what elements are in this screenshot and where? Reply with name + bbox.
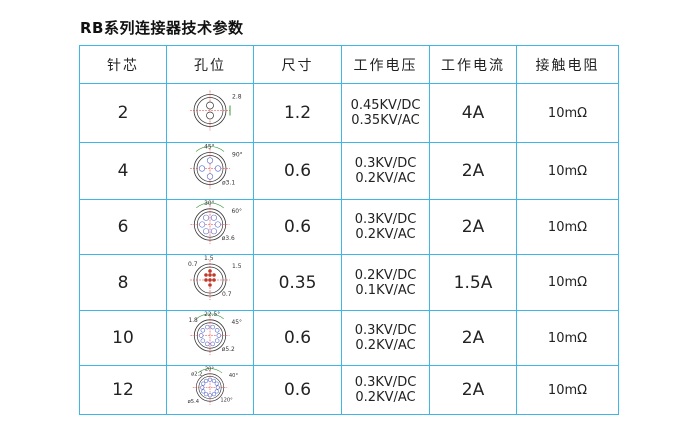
table-row: 4 90° 45° ø3.1 0.6 0.3KV/DC 0.2KV/AC 2A 10mΩ	[79, 142, 619, 200]
voltage-ac: 0.2KV/AC	[355, 338, 416, 353]
voltage-dc: 0.2KV/DC	[354, 267, 417, 283]
voltage-cell: 0.2KV/DC 0.1KV/AC	[341, 254, 430, 311]
header-resistance: 接触电阻	[516, 45, 619, 84]
voltage-dc: 0.3KV/DC	[354, 375, 417, 390]
resistance-cell: 10mΩ	[516, 365, 619, 415]
voltage-cell: 0.3KV/DC 0.2KV/AC	[341, 310, 430, 366]
voltage-cell: 0.45KV/DC 0.35KV/AC	[341, 83, 430, 143]
dimension-label: 20°	[205, 366, 215, 372]
header-row: 针芯 孔位 尺寸 工作电压 工作电流 接触电阻	[79, 45, 619, 84]
dimension-label: 0.7	[222, 291, 232, 298]
voltage-dc: 0.3KV/DC	[354, 212, 417, 227]
header-voltage: 工作电压	[341, 45, 430, 84]
dimension-label: ø2.2	[191, 371, 202, 377]
dimension-label: 22.5°	[204, 312, 220, 318]
dimension-label: 120°	[220, 397, 233, 403]
dimension-label: ø3.6	[222, 236, 235, 242]
pins-cell: 12	[79, 365, 167, 415]
dimension-label: 1.5	[204, 255, 214, 262]
dimension-label: 90°	[232, 152, 243, 159]
resistance-cell: 10mΩ	[516, 254, 619, 311]
dimension-label: ø5.2	[222, 347, 235, 353]
header-current: 工作电流	[429, 45, 517, 84]
voltage-dc: 0.3KV/DC	[354, 156, 417, 171]
dimension-label: 2.8	[232, 94, 242, 101]
table-row: 12 40° 20° 120° ø2.2 ø5.4 0.6 0.3KV/DC 0.2KV/AC 2…	[79, 365, 619, 415]
dimension-label: 0.7	[188, 261, 198, 268]
table-row: 2 2.8 1.2 0.45KV/DC 0.35KV/AC 4A 10mΩ	[79, 83, 619, 143]
pins-cell: 10	[79, 310, 167, 366]
10-pin-layout-diagram-icon: 45° 22.5° ø5.2 1.8	[166, 310, 254, 366]
8-pin-layout-diagram-icon: 1.5 1.5 0.7 0.7	[166, 254, 254, 311]
size-cell: 0.6	[253, 142, 342, 200]
current-cell: 2A	[429, 365, 517, 415]
voltage-ac: 0.2KV/AC	[355, 390, 416, 405]
spec-table: 针芯 孔位 尺寸 工作电压 工作电流 接触电阻 2 2.8 1.2 0.45KV/DC…	[79, 45, 619, 415]
voltage-ac: 0.2KV/AC	[355, 227, 416, 242]
table-row: 6 60° 30° ø3.6 0.6 0.3KV/DC 0.2KV/AC 2A 10mΩ	[79, 199, 619, 255]
dimension-label: 40°	[229, 373, 239, 379]
pins-cell: 4	[79, 142, 167, 200]
voltage-ac: 0.2KV/AC	[355, 171, 416, 186]
pins-cell: 2	[79, 83, 167, 143]
voltage-cell: 0.3KV/DC 0.2KV/AC	[341, 199, 430, 255]
6-pin-layout-diagram-icon: 60° 30° ø3.6	[166, 199, 254, 255]
resistance-cell: 10mΩ	[516, 199, 619, 255]
table-row: 8 1.5 1.5 0.7 0.7 0.35 0.2KV/DC 0.1KV/AC 1.5A 10m…	[79, 254, 619, 311]
header-hole: 孔位	[166, 45, 254, 84]
table-row: 10 45° 22.5° ø5.2 1.8 0.6 0.3KV/DC 0.2KV/AC 2A 10…	[79, 310, 619, 366]
current-cell: 1.5A	[429, 254, 517, 311]
dimension-label: ø3.1	[222, 180, 235, 187]
size-cell: 0.6	[253, 365, 342, 415]
resistance-cell: 10mΩ	[516, 142, 619, 200]
voltage-dc: 0.45KV/DC	[350, 98, 421, 113]
pins-cell: 8	[79, 254, 167, 311]
voltage-dc: 0.3KV/DC	[354, 323, 417, 338]
page-title: RB系列连接器技术参数	[80, 19, 244, 37]
dimension-label: 60°	[232, 209, 242, 215]
voltage-cell: 0.3KV/DC 0.2KV/AC	[341, 365, 430, 415]
dimension-label: 30°	[204, 201, 214, 207]
header-pins: 针芯	[79, 45, 167, 84]
size-cell: 1.2	[253, 83, 342, 143]
current-cell: 4A	[429, 83, 517, 143]
current-cell: 2A	[429, 199, 517, 255]
current-cell: 2A	[429, 142, 517, 200]
voltage-ac: 0.1KV/AC	[355, 282, 416, 298]
header-size: 尺寸	[253, 45, 342, 84]
4-pin-layout-diagram-icon: 90° 45° ø3.1	[166, 142, 254, 200]
voltage-ac: 0.35KV/AC	[351, 113, 420, 128]
pins-cell: 6	[79, 199, 167, 255]
12-pin-layout-diagram-icon: 40° 20° 120° ø2.2 ø5.4	[166, 365, 254, 415]
size-cell: 0.6	[253, 310, 342, 366]
size-cell: 0.6	[253, 199, 342, 255]
dimension-label: 45°	[232, 320, 242, 326]
current-cell: 2A	[429, 310, 517, 366]
resistance-cell: 10mΩ	[516, 310, 619, 366]
resistance-cell: 10mΩ	[516, 83, 619, 143]
size-cell: 0.35	[253, 254, 342, 311]
2-pin-layout-diagram-icon: 2.8	[166, 83, 254, 143]
voltage-cell: 0.3KV/DC 0.2KV/AC	[341, 142, 430, 200]
dimension-label: 1.5	[232, 263, 242, 270]
dimension-label: 45°	[204, 144, 215, 151]
dimension-label: ø5.4	[188, 399, 199, 405]
dimension-label: 1.8	[188, 318, 198, 324]
